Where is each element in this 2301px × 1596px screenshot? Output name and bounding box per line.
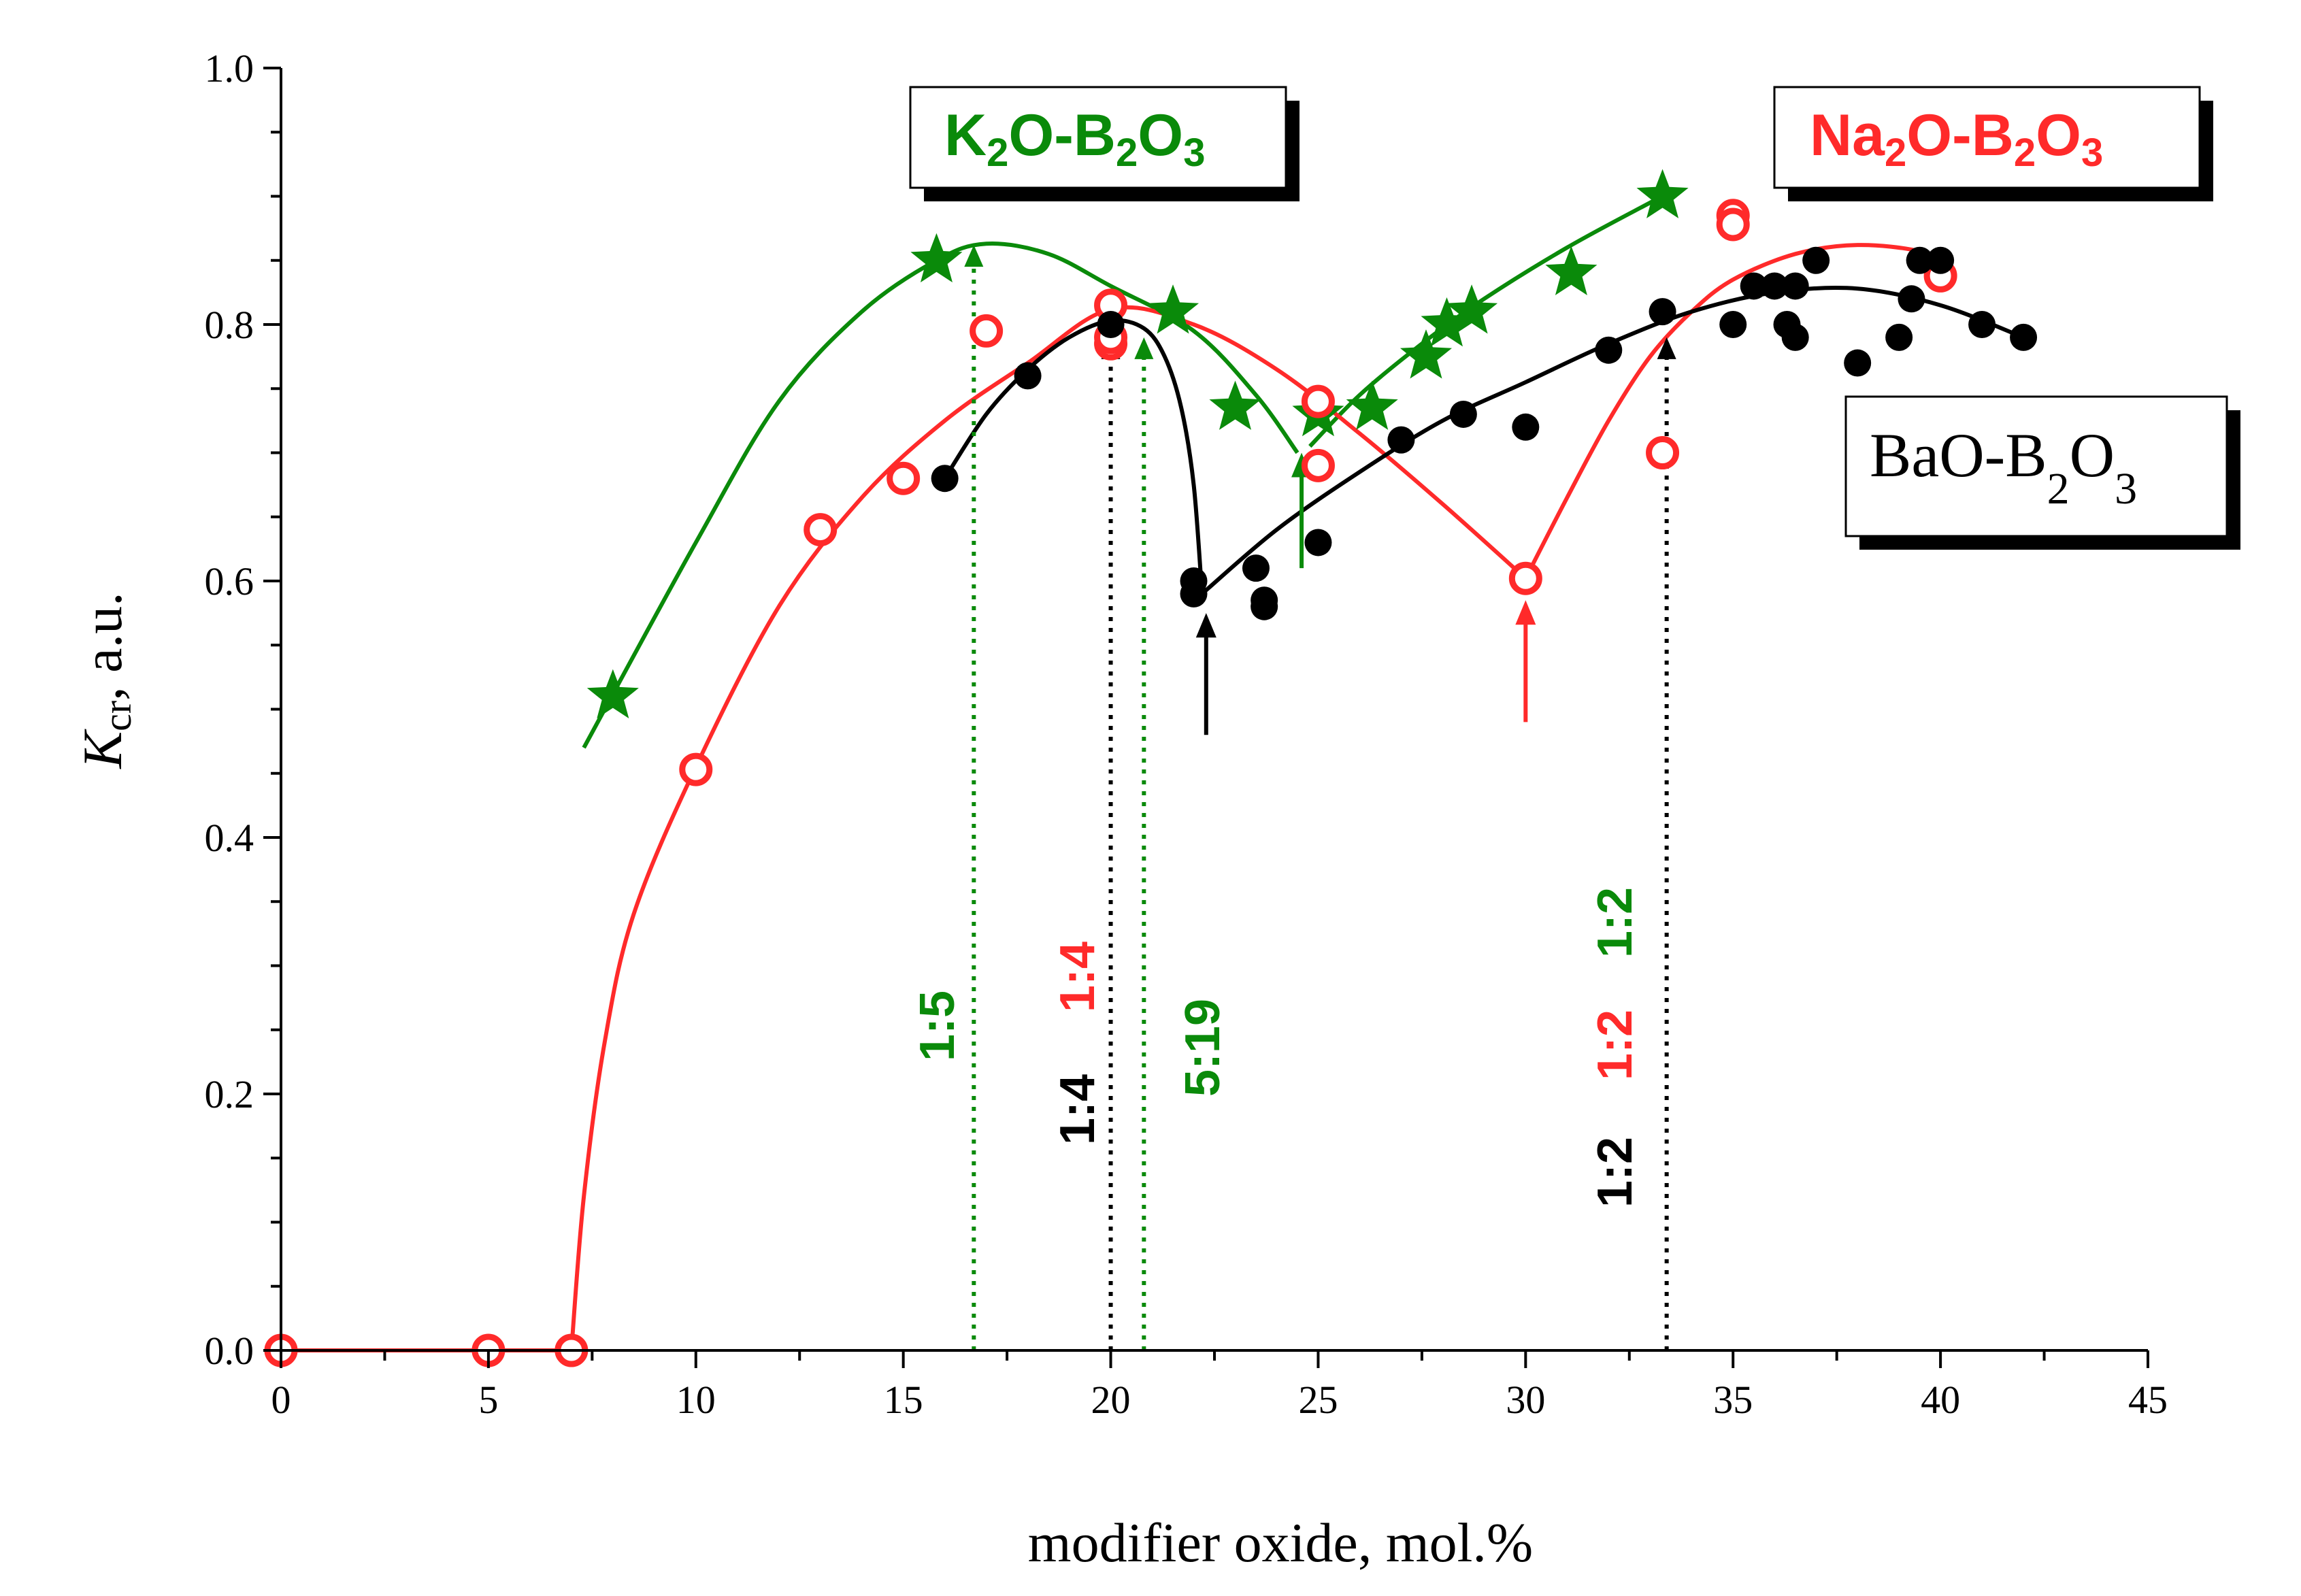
data-point-filled-circle bbox=[1512, 413, 1540, 441]
data-point-open-circle bbox=[1301, 448, 1335, 482]
data-point-filled-circle bbox=[1781, 272, 1809, 300]
data-points bbox=[264, 169, 2038, 1367]
x-tick-label: 40 bbox=[1921, 1378, 1960, 1422]
data-point-filled-circle bbox=[1802, 246, 1830, 274]
data-point-star bbox=[1209, 380, 1261, 430]
data-point-filled-circle bbox=[1242, 554, 1270, 582]
ratio-label-k-1-2: 1:2 bbox=[1588, 887, 1642, 958]
data-point-filled-circle bbox=[1898, 285, 1925, 313]
y-tick-label: 1.0 bbox=[205, 46, 254, 90]
data-point-open-circle bbox=[1301, 384, 1335, 418]
ratio-label-k-1-5: 1:5 bbox=[910, 991, 965, 1061]
y-tick-label: 0.4 bbox=[205, 816, 254, 860]
data-point-star bbox=[1446, 284, 1498, 334]
data-point-filled-circle bbox=[1740, 272, 1768, 300]
ratio-label-k-5-19: 5:19 bbox=[1176, 999, 1230, 1097]
x-tick-label: 45 bbox=[2128, 1378, 2168, 1422]
data-point-filled-circle bbox=[1251, 586, 1278, 614]
fit-curve-BaO-B2O3 bbox=[943, 318, 1204, 595]
legend-k2o-box bbox=[909, 86, 1287, 189]
x-tick-label: 5 bbox=[478, 1378, 498, 1422]
ratio-label-ba-1-2: 1:2 bbox=[1588, 1137, 1642, 1208]
ratio-label-na-1-2: 1:2 bbox=[1588, 1010, 1642, 1080]
x-tick-label: 10 bbox=[676, 1378, 716, 1422]
solid-arrow-head bbox=[1195, 613, 1216, 638]
y-tick-label: 0.2 bbox=[205, 1072, 254, 1116]
data-point-open-circle bbox=[679, 752, 713, 786]
fit-curve-K2O-B2O3 bbox=[582, 242, 1300, 749]
ratio-label-ba-1-4: 1:4 bbox=[1050, 1074, 1105, 1145]
data-point-open-circle bbox=[970, 314, 1004, 348]
data-point-filled-circle bbox=[1761, 272, 1789, 300]
data-point-filled-circle bbox=[1844, 349, 1872, 377]
x-tick-label: 35 bbox=[1713, 1378, 1753, 1422]
data-point-star bbox=[1545, 246, 1598, 295]
data-point-filled-circle bbox=[1595, 336, 1623, 364]
data-point-filled-circle bbox=[1449, 400, 1477, 428]
guide-lines bbox=[964, 245, 1676, 1350]
data-point-star bbox=[1146, 284, 1199, 334]
fit-curves bbox=[281, 188, 2025, 1352]
fit-curve-Na2O-B2O3 bbox=[569, 305, 1527, 1351]
svg-text:Kcr, a.u.: Kcr, a.u. bbox=[71, 592, 139, 769]
x-tick-label: 15 bbox=[884, 1378, 923, 1422]
data-point-filled-circle bbox=[1968, 311, 1996, 338]
data-point-open-circle bbox=[887, 461, 921, 495]
data-point-open-circle bbox=[1646, 436, 1680, 469]
data-point-filled-circle bbox=[1719, 311, 1747, 338]
data-point-filled-circle bbox=[1387, 426, 1415, 454]
y-axis-title: Kcr, a.u. bbox=[71, 592, 139, 769]
fit-curve-K2O-B2O3 bbox=[1308, 188, 1676, 448]
axes: 0 5 10 15 20 25 30 35 40 45 0.0 0.2 0.4 0.6 0.8 1.0 bbox=[205, 46, 2168, 1422]
y-axis-title-rest: , a.u. bbox=[71, 592, 133, 700]
x-tick-label: 0 bbox=[271, 1378, 291, 1422]
legend-k2o-b2o3: K2O-B2O3 bbox=[909, 86, 1300, 201]
y-tick-label: 0.0 bbox=[205, 1329, 254, 1373]
data-point-star bbox=[1636, 169, 1689, 218]
data-point-filled-circle bbox=[1906, 246, 1934, 274]
legend-bao-label: BaO-B2O3 bbox=[1870, 420, 2137, 514]
x-tick-label: 30 bbox=[1506, 1378, 1545, 1422]
guide-arrowhead bbox=[964, 245, 984, 267]
guide-arrowhead bbox=[1657, 337, 1676, 359]
fit-curve-Na2O-B2O3 bbox=[1523, 243, 1946, 580]
y-tick-label: 0.8 bbox=[205, 303, 254, 347]
data-point-open-circle bbox=[804, 513, 838, 547]
data-point-filled-circle bbox=[1885, 323, 1913, 351]
y-axis-title-main: K bbox=[71, 729, 133, 769]
data-point-star bbox=[1400, 329, 1453, 379]
legend-na2o-box bbox=[1773, 86, 2201, 189]
data-point-filled-circle bbox=[1180, 580, 1208, 608]
data-point-filled-circle bbox=[931, 465, 959, 493]
solid-arrow-head bbox=[1515, 600, 1536, 625]
data-point-star bbox=[1346, 380, 1398, 430]
x-tick-label: 25 bbox=[1298, 1378, 1338, 1422]
data-point-star bbox=[910, 233, 963, 283]
ratio-label-na-1-4: 1:4 bbox=[1050, 942, 1105, 1012]
x-tick-label: 20 bbox=[1091, 1378, 1131, 1422]
legend-bao-b2o3: BaO-B2O3 bbox=[1844, 395, 2240, 550]
data-point-filled-circle bbox=[1304, 529, 1332, 556]
data-point-filled-circle bbox=[1927, 246, 1955, 274]
data-point-open-circle bbox=[1508, 561, 1542, 595]
data-point-open-circle bbox=[1716, 207, 1750, 242]
data-point-filled-circle bbox=[1097, 311, 1125, 338]
data-point-filled-circle bbox=[1781, 323, 1809, 351]
legend-k2o-label: K2O-B2O3 bbox=[944, 103, 1205, 175]
legend-na2o-label: Na2O-B2O3 bbox=[1810, 103, 2103, 175]
x-axis-title: modifier oxide, mol.% bbox=[1028, 1512, 1533, 1574]
guide-arrowhead bbox=[1134, 337, 1154, 359]
data-point-star bbox=[1421, 297, 1473, 347]
legend-bao-box bbox=[1844, 395, 2228, 537]
y-axis-title-sub: cr bbox=[95, 701, 139, 731]
data-point-filled-circle bbox=[1649, 298, 1676, 326]
y-tick-label: 0.6 bbox=[205, 559, 254, 603]
data-point-star bbox=[586, 669, 639, 719]
data-point-filled-circle bbox=[1014, 362, 1042, 390]
legend-na2o-b2o3: Na2O-B2O3 bbox=[1773, 86, 2213, 201]
data-point-filled-circle bbox=[2010, 323, 2038, 351]
